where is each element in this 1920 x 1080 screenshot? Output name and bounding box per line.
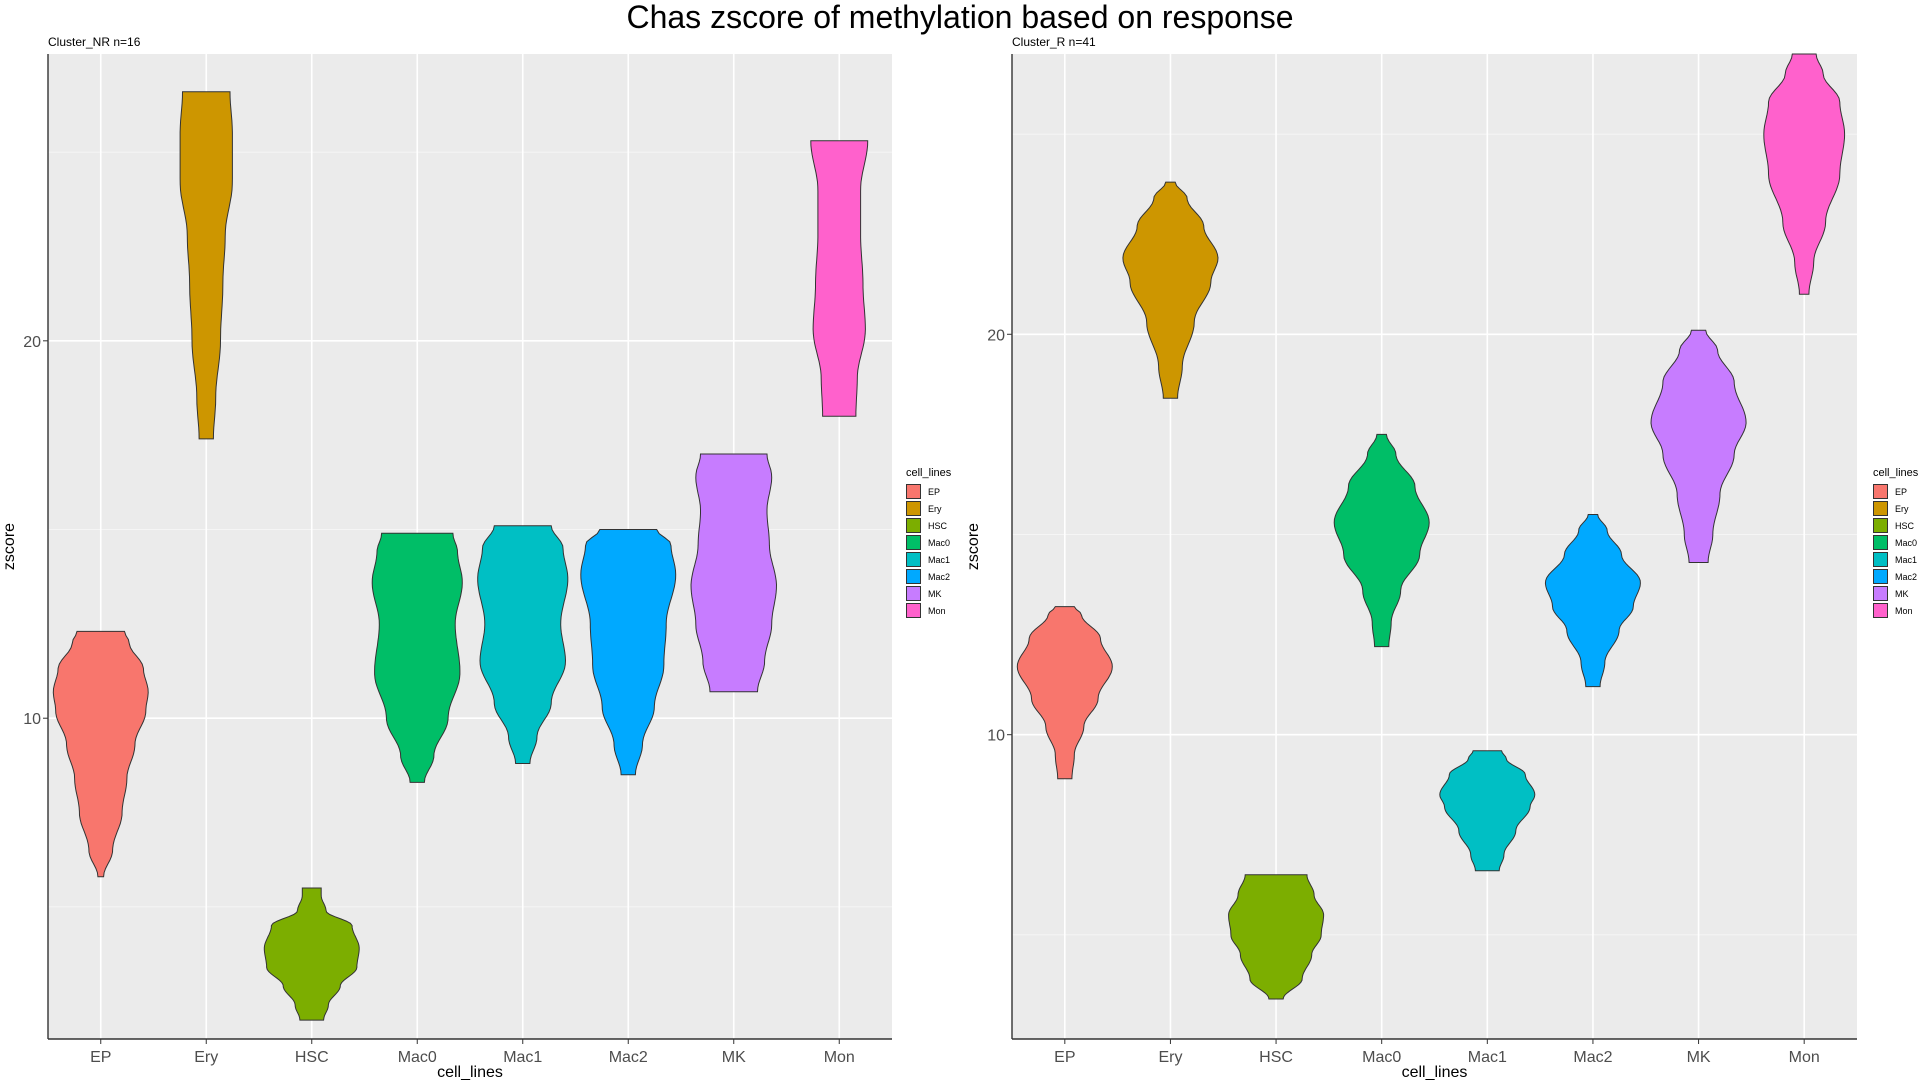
legend-label: Mac2 (928, 571, 951, 582)
nr-x-tick-label: EP (90, 1049, 111, 1066)
legend-label: Ery (1895, 503, 1909, 514)
nr-y-axis-label: zscore (1, 523, 18, 570)
legend-label: Mac0 (928, 537, 951, 548)
legend-item-hsc: HSC (906, 517, 951, 534)
r-y-axis-label: zscore (965, 523, 982, 570)
legend-key (906, 501, 921, 516)
nr-panel-title: Cluster_NR n=16 (48, 35, 141, 49)
legend-item-ep: EP (906, 483, 951, 500)
legend-key (906, 569, 921, 584)
nr-violin-mac0 (371, 532, 463, 783)
nr-x-tick-label: Mon (824, 1049, 855, 1066)
legend-key (1873, 552, 1888, 567)
legend-key (906, 535, 921, 550)
legend-key (1873, 501, 1888, 516)
legend-key (906, 552, 921, 567)
legend-key (906, 518, 921, 533)
nr-x-tick-label: Mac1 (503, 1049, 542, 1066)
legend-label: Mon (1895, 605, 1913, 616)
legend-key (1873, 484, 1888, 499)
nr-y-tick-label: 10 (23, 711, 41, 728)
r-violin-hsc (1228, 874, 1325, 1000)
r-y-tick-label: 10 (987, 728, 1005, 745)
nr-x-tick-label: Mac2 (609, 1049, 648, 1066)
nr-x-tick-label: Ery (194, 1049, 218, 1066)
nr-violin-mon (810, 140, 869, 417)
r-violin-mac0 (1333, 433, 1430, 648)
legend-item-mk: MK (906, 585, 951, 602)
nr-violin-mk (690, 453, 778, 693)
r-y-tick-label: 20 (987, 327, 1005, 344)
legend-item-mk: MK (1873, 585, 1918, 602)
nr-x-tick-label: MK (722, 1049, 746, 1066)
legend-key (906, 484, 921, 499)
nr-violin-ery (179, 91, 233, 440)
legend-key (1873, 586, 1888, 601)
legend-title: cell_lines (906, 467, 952, 479)
chart-title: Chas zscore of methylation based on resp… (626, 0, 1294, 35)
nr-violin-mac2 (580, 529, 677, 776)
legend-label: Ery (928, 503, 942, 514)
r-panel-title: Cluster_R n=41 (1012, 35, 1096, 49)
r-violin-mac1 (1439, 750, 1536, 872)
r-x-axis-label: cell_lines (1402, 1064, 1468, 1080)
r-x-tick-label: Mac1 (1468, 1049, 1507, 1066)
legend-left: cell_lines EP Ery HSC Mac0 Mac1 Mac2 MK Mon (906, 467, 951, 619)
legend-key (1873, 518, 1888, 533)
legend-label: HSC (1895, 520, 1915, 531)
r-violin-mon (1763, 53, 1846, 295)
legend-item-hsc: HSC (1873, 517, 1918, 534)
legend-label: EP (1895, 486, 1908, 497)
r-x-tick-label: Ery (1158, 1049, 1182, 1066)
legend-label: HSC (928, 520, 948, 531)
legend-label: Mac0 (1895, 537, 1918, 548)
legend-key (906, 603, 921, 618)
legend-item-mac0: Mac0 (1873, 534, 1918, 551)
legend-title: cell_lines (1873, 467, 1919, 479)
legend-right: cell_lines EP Ery HSC Mac0 Mac1 Mac2 MK Mon (1873, 467, 1918, 619)
legend-label: Mac2 (1895, 571, 1918, 582)
r-violin-mac2 (1544, 514, 1641, 688)
legend-item-ery: Ery (906, 500, 951, 517)
nr-x-tick-label: HSC (295, 1049, 329, 1066)
legend-label: MK (928, 588, 942, 599)
r-violin-ery (1122, 181, 1219, 399)
legend-item-ep: EP (1873, 483, 1918, 500)
legend-item-mac2: Mac2 (1873, 568, 1918, 585)
nr-violin-ep (52, 630, 149, 878)
legend-item-ery: Ery (1873, 500, 1918, 517)
legend-item-mon: Mon (1873, 602, 1918, 619)
nr-x-tick-label: Mac0 (398, 1049, 437, 1066)
r-x-tick-label: Mon (1789, 1049, 1820, 1066)
legend-label: Mac1 (1895, 554, 1918, 565)
r-panel-background (1012, 54, 1857, 1039)
legend-key (1873, 535, 1888, 550)
legend-item-mac1: Mac1 (1873, 551, 1918, 568)
r-x-tick-label: Mac0 (1362, 1049, 1401, 1066)
nr-violin-hsc (263, 887, 360, 1021)
r-x-tick-label: MK (1687, 1049, 1711, 1066)
nr-violin-mac1 (477, 525, 569, 764)
r-violin-mk (1650, 329, 1747, 563)
r-violin-ep (1016, 606, 1113, 780)
legend-key (906, 586, 921, 601)
legend-label: EP (928, 486, 941, 497)
r-x-tick-label: EP (1054, 1049, 1075, 1066)
nr-y-tick-label: 20 (23, 334, 41, 351)
legend-key (1873, 603, 1888, 618)
r-x-tick-label: Mac2 (1573, 1049, 1612, 1066)
legend-item-mon: Mon (906, 602, 951, 619)
legend-key (1873, 569, 1888, 584)
legend-item-mac0: Mac0 (906, 534, 951, 551)
legend-label: Mac1 (928, 554, 951, 565)
r-x-tick-label: HSC (1259, 1049, 1293, 1066)
legend-label: Mon (928, 605, 946, 616)
legend-item-mac2: Mac2 (906, 568, 951, 585)
legend-item-mac1: Mac1 (906, 551, 951, 568)
nr-x-axis-label: cell_lines (437, 1064, 503, 1080)
legend-label: MK (1895, 588, 1909, 599)
